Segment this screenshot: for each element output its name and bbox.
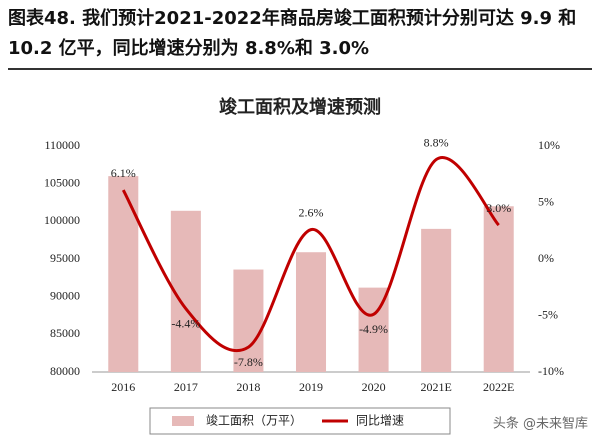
- data-label: -7.8%: [234, 355, 263, 369]
- y-tick-label: 100000: [44, 213, 80, 227]
- y-tick-label: 90000: [50, 288, 80, 302]
- y-tick-label: 110000: [44, 138, 80, 152]
- data-label: -4.9%: [359, 322, 388, 336]
- x-tick-label: 2018: [236, 380, 260, 394]
- x-tick-label: 2017: [174, 380, 198, 394]
- data-label: 3.0%: [486, 201, 511, 215]
- y-tick-label: 85000: [50, 326, 80, 340]
- x-tick-label: 2016: [111, 380, 135, 394]
- y2-tick-label: -10%: [538, 364, 564, 378]
- bar: [483, 206, 514, 372]
- y-tick-label: 80000: [50, 364, 80, 378]
- data-label: 2.6%: [299, 205, 324, 219]
- y2-tick-label: 0%: [538, 251, 554, 265]
- data-label: 6.1%: [111, 166, 136, 180]
- x-tick-label: 2021E: [420, 380, 451, 394]
- legend-swatch: [172, 416, 194, 426]
- x-tick-label: 2019: [299, 380, 323, 394]
- x-tick-label: 2022E: [483, 380, 514, 394]
- data-label: -4.4%: [171, 316, 200, 330]
- legend-label: 竣工面积（万平）: [206, 413, 302, 428]
- line: [121, 156, 500, 353]
- y-tick-label: 105000: [44, 175, 80, 189]
- legend-box: [149, 407, 451, 435]
- legend-label: 同比增速: [356, 414, 404, 428]
- chart-title: 竣工面积及增速预测: [219, 96, 381, 118]
- bar: [421, 228, 452, 372]
- y-tick-label: 95000: [50, 251, 80, 265]
- bar: [295, 252, 327, 372]
- y2-tick-label: 5%: [538, 194, 554, 208]
- y2-tick-label: -5%: [538, 307, 558, 321]
- x-tick-label: 2020: [362, 380, 386, 394]
- bar: [233, 269, 264, 372]
- data-label: 8.8%: [424, 135, 449, 149]
- watermark: 头条 @未来智库: [493, 416, 588, 432]
- bar: [108, 176, 139, 372]
- y2-tick-label: 10%: [538, 138, 560, 152]
- header-title: 图表48. 我们预计2021-2022年商品房竣工面积预计分别可达 9.9 和 …: [8, 4, 592, 70]
